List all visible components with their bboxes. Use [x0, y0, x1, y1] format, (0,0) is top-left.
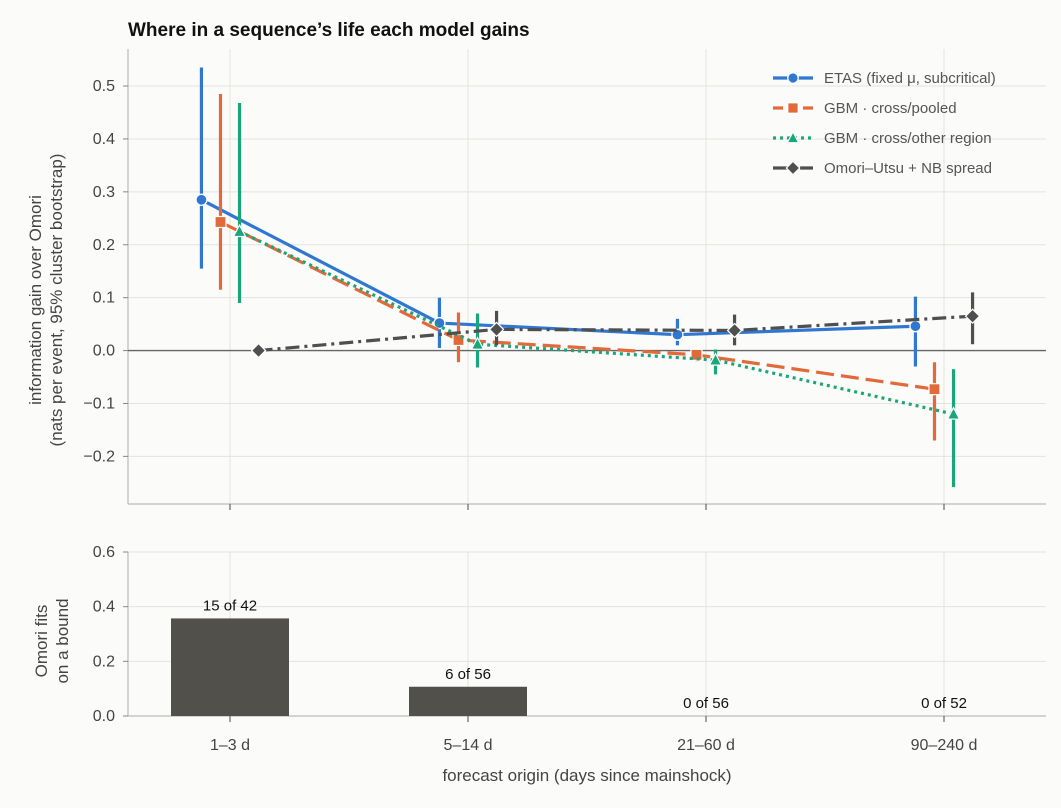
bar-label-3: 0 of 52	[921, 695, 967, 712]
chart-title: Where in a sequence’s life each model ga…	[128, 20, 530, 41]
xtick-label-2: 21–60 d	[677, 737, 735, 754]
series-1-line	[219, 220, 935, 391]
x-axis-label: forecast origin (days since mainshock)	[442, 766, 731, 785]
bar-label-2: 0 of 56	[683, 695, 729, 712]
bottom-ylabel-line1: Omori fits	[32, 605, 51, 678]
bottom-ylabel-line2: on a bound	[53, 598, 72, 683]
top-ytick-label-6: 0.4	[93, 131, 115, 148]
series-3-point-2	[726, 322, 743, 339]
series-2-line	[238, 230, 954, 416]
series-0-point-2	[671, 328, 684, 341]
bar-label-0: 15 of 42	[203, 597, 257, 614]
series-1-point-1	[452, 333, 465, 347]
series-0-point-3	[909, 320, 922, 333]
top-axes: −0.2 −0.1 0.0 0.1 0.2 0.3 0.4 0.5	[83, 49, 1046, 510]
series-2-point-0	[232, 223, 247, 238]
series-3-point-3	[964, 308, 981, 325]
xtick-label-0: 1–3 d	[210, 737, 250, 754]
legend-marker-1	[787, 102, 799, 114]
xtick-label-1: 5–14 d	[444, 737, 493, 754]
series-1-point-2	[690, 348, 703, 361]
top-ytick-label-2: 0.0	[93, 343, 115, 360]
legend: ETAS (fixed μ, subcritical) GBM · cross/p…	[773, 70, 996, 177]
top-ytick-label-7: 0.5	[93, 78, 115, 95]
bottom-ytick-label-2: 0.4	[93, 599, 115, 616]
top-ytick-label-5: 0.3	[93, 184, 115, 201]
bar-label-1: 6 of 56	[445, 666, 491, 683]
bottom-ytick-label-0: 0.0	[93, 708, 115, 725]
legend-label-1: GBM · cross/pooled	[824, 100, 957, 117]
top-ytick-label-4: 0.2	[93, 237, 115, 254]
legend-marker-0	[787, 72, 799, 84]
top-ytick-label-0: −0.2	[83, 448, 115, 465]
bottom-ytick-label-3: 0.6	[93, 544, 115, 561]
series-layer	[195, 67, 981, 488]
series-3-point-0	[250, 342, 267, 359]
bar-0	[171, 618, 289, 716]
series-1-point-0	[214, 215, 227, 229]
bottom-ytick-label-1: 0.2	[93, 653, 115, 670]
legend-label-0: ETAS (fixed μ, subcritical)	[824, 70, 996, 87]
xtick-label-3: 90–240 d	[911, 737, 978, 754]
top-ylabel-line2: (nats per event, 95% cluster bootstrap)	[47, 154, 66, 447]
bar-1	[409, 686, 527, 716]
series-1-point-3	[928, 383, 941, 396]
top-ylabel-line1: information gain over Omori	[26, 195, 45, 405]
legend-marker-3	[785, 160, 801, 176]
top-ytick-label-1: −0.1	[83, 395, 115, 412]
bars: 15 of 42 6 of 56 0 of 56 0 of 52	[171, 597, 967, 716]
top-ytick-label-3: 0.1	[93, 290, 115, 307]
series-2-point-1	[470, 336, 485, 350]
series-2-point-2	[708, 352, 723, 366]
series-2	[232, 102, 961, 488]
series-0-point-0	[195, 193, 208, 206]
series-2-point-3	[946, 406, 961, 420]
series-1	[214, 93, 941, 441]
series-3	[250, 292, 981, 359]
legend-label-2: GBM · cross/other region	[824, 130, 992, 147]
series-3-point-1	[488, 321, 505, 338]
legend-marker-2	[786, 130, 800, 144]
legend-label-3: Omori–Utsu + NB spread	[824, 160, 992, 177]
series-3-line	[258, 314, 973, 353]
